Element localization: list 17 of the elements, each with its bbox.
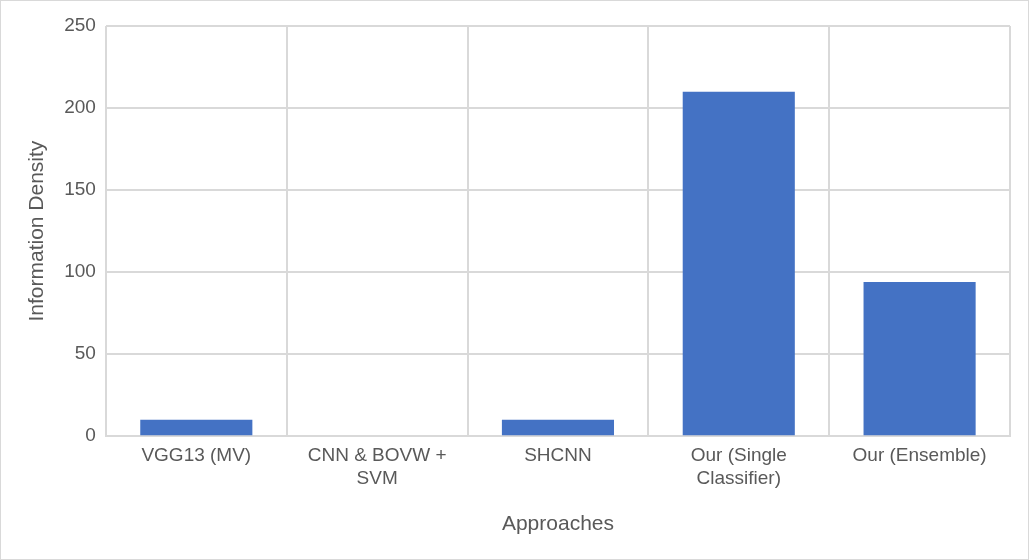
y-tick-label: 0 xyxy=(85,424,96,446)
bar xyxy=(140,419,253,436)
y-tick-label: 150 xyxy=(64,178,96,200)
y-tick-label: 250 xyxy=(64,14,96,36)
x-tick-label: VGG13 (MV) xyxy=(141,443,252,465)
y-tick-label: 100 xyxy=(64,260,96,282)
bar xyxy=(501,419,614,436)
x-tick-label: Our (Single Classifier) xyxy=(690,443,787,488)
bar xyxy=(863,281,976,436)
x-tick-label: SHCNN xyxy=(524,443,592,465)
y-tick-label: 200 xyxy=(64,96,96,118)
y-axis-title: Information Density xyxy=(24,140,48,322)
y-tick-label: 50 xyxy=(74,342,96,364)
bar xyxy=(682,91,795,436)
x-axis-title: Approaches xyxy=(501,511,614,535)
x-tick-label: CNN & BOVW + SVM xyxy=(307,443,447,488)
x-tick-label: Our (Ensemble) xyxy=(852,443,987,465)
